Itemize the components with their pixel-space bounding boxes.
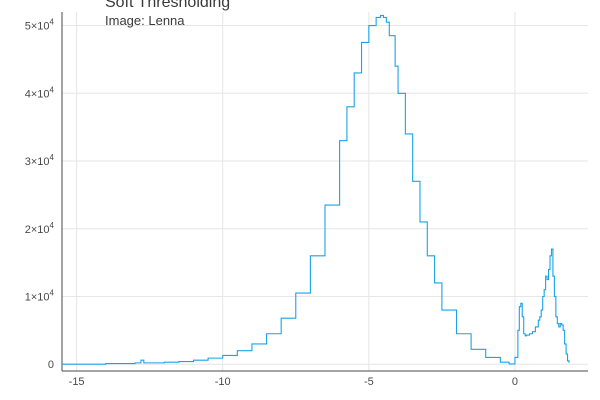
- x-tick-labels: -15 -10 -5 0: [69, 376, 518, 388]
- y-tick-labels: 0 1×104 2×104 3×104 4×104 5×104: [25, 18, 55, 372]
- y-tick-label: 3×104: [25, 153, 55, 168]
- x-tick-label: -15: [69, 376, 85, 388]
- y-tick-label: 1×104: [25, 288, 55, 303]
- chart-title: Soft Thresholding: [105, 0, 230, 11]
- y-tick-label: 2×104: [25, 221, 55, 236]
- axes: [61, 12, 588, 372]
- series-line: [62, 14, 570, 365]
- y-tick-label: 0: [48, 359, 54, 371]
- x-tick-label: 0: [512, 376, 518, 388]
- x-tick-label: -10: [215, 376, 231, 388]
- y-tick-label: 5×104: [25, 18, 55, 33]
- grid-lines: [62, 12, 588, 371]
- chart-subtitle: Image: Lenna: [105, 13, 185, 28]
- x-tick-label: -5: [364, 376, 374, 388]
- y-tick-label: 4×104: [25, 85, 55, 100]
